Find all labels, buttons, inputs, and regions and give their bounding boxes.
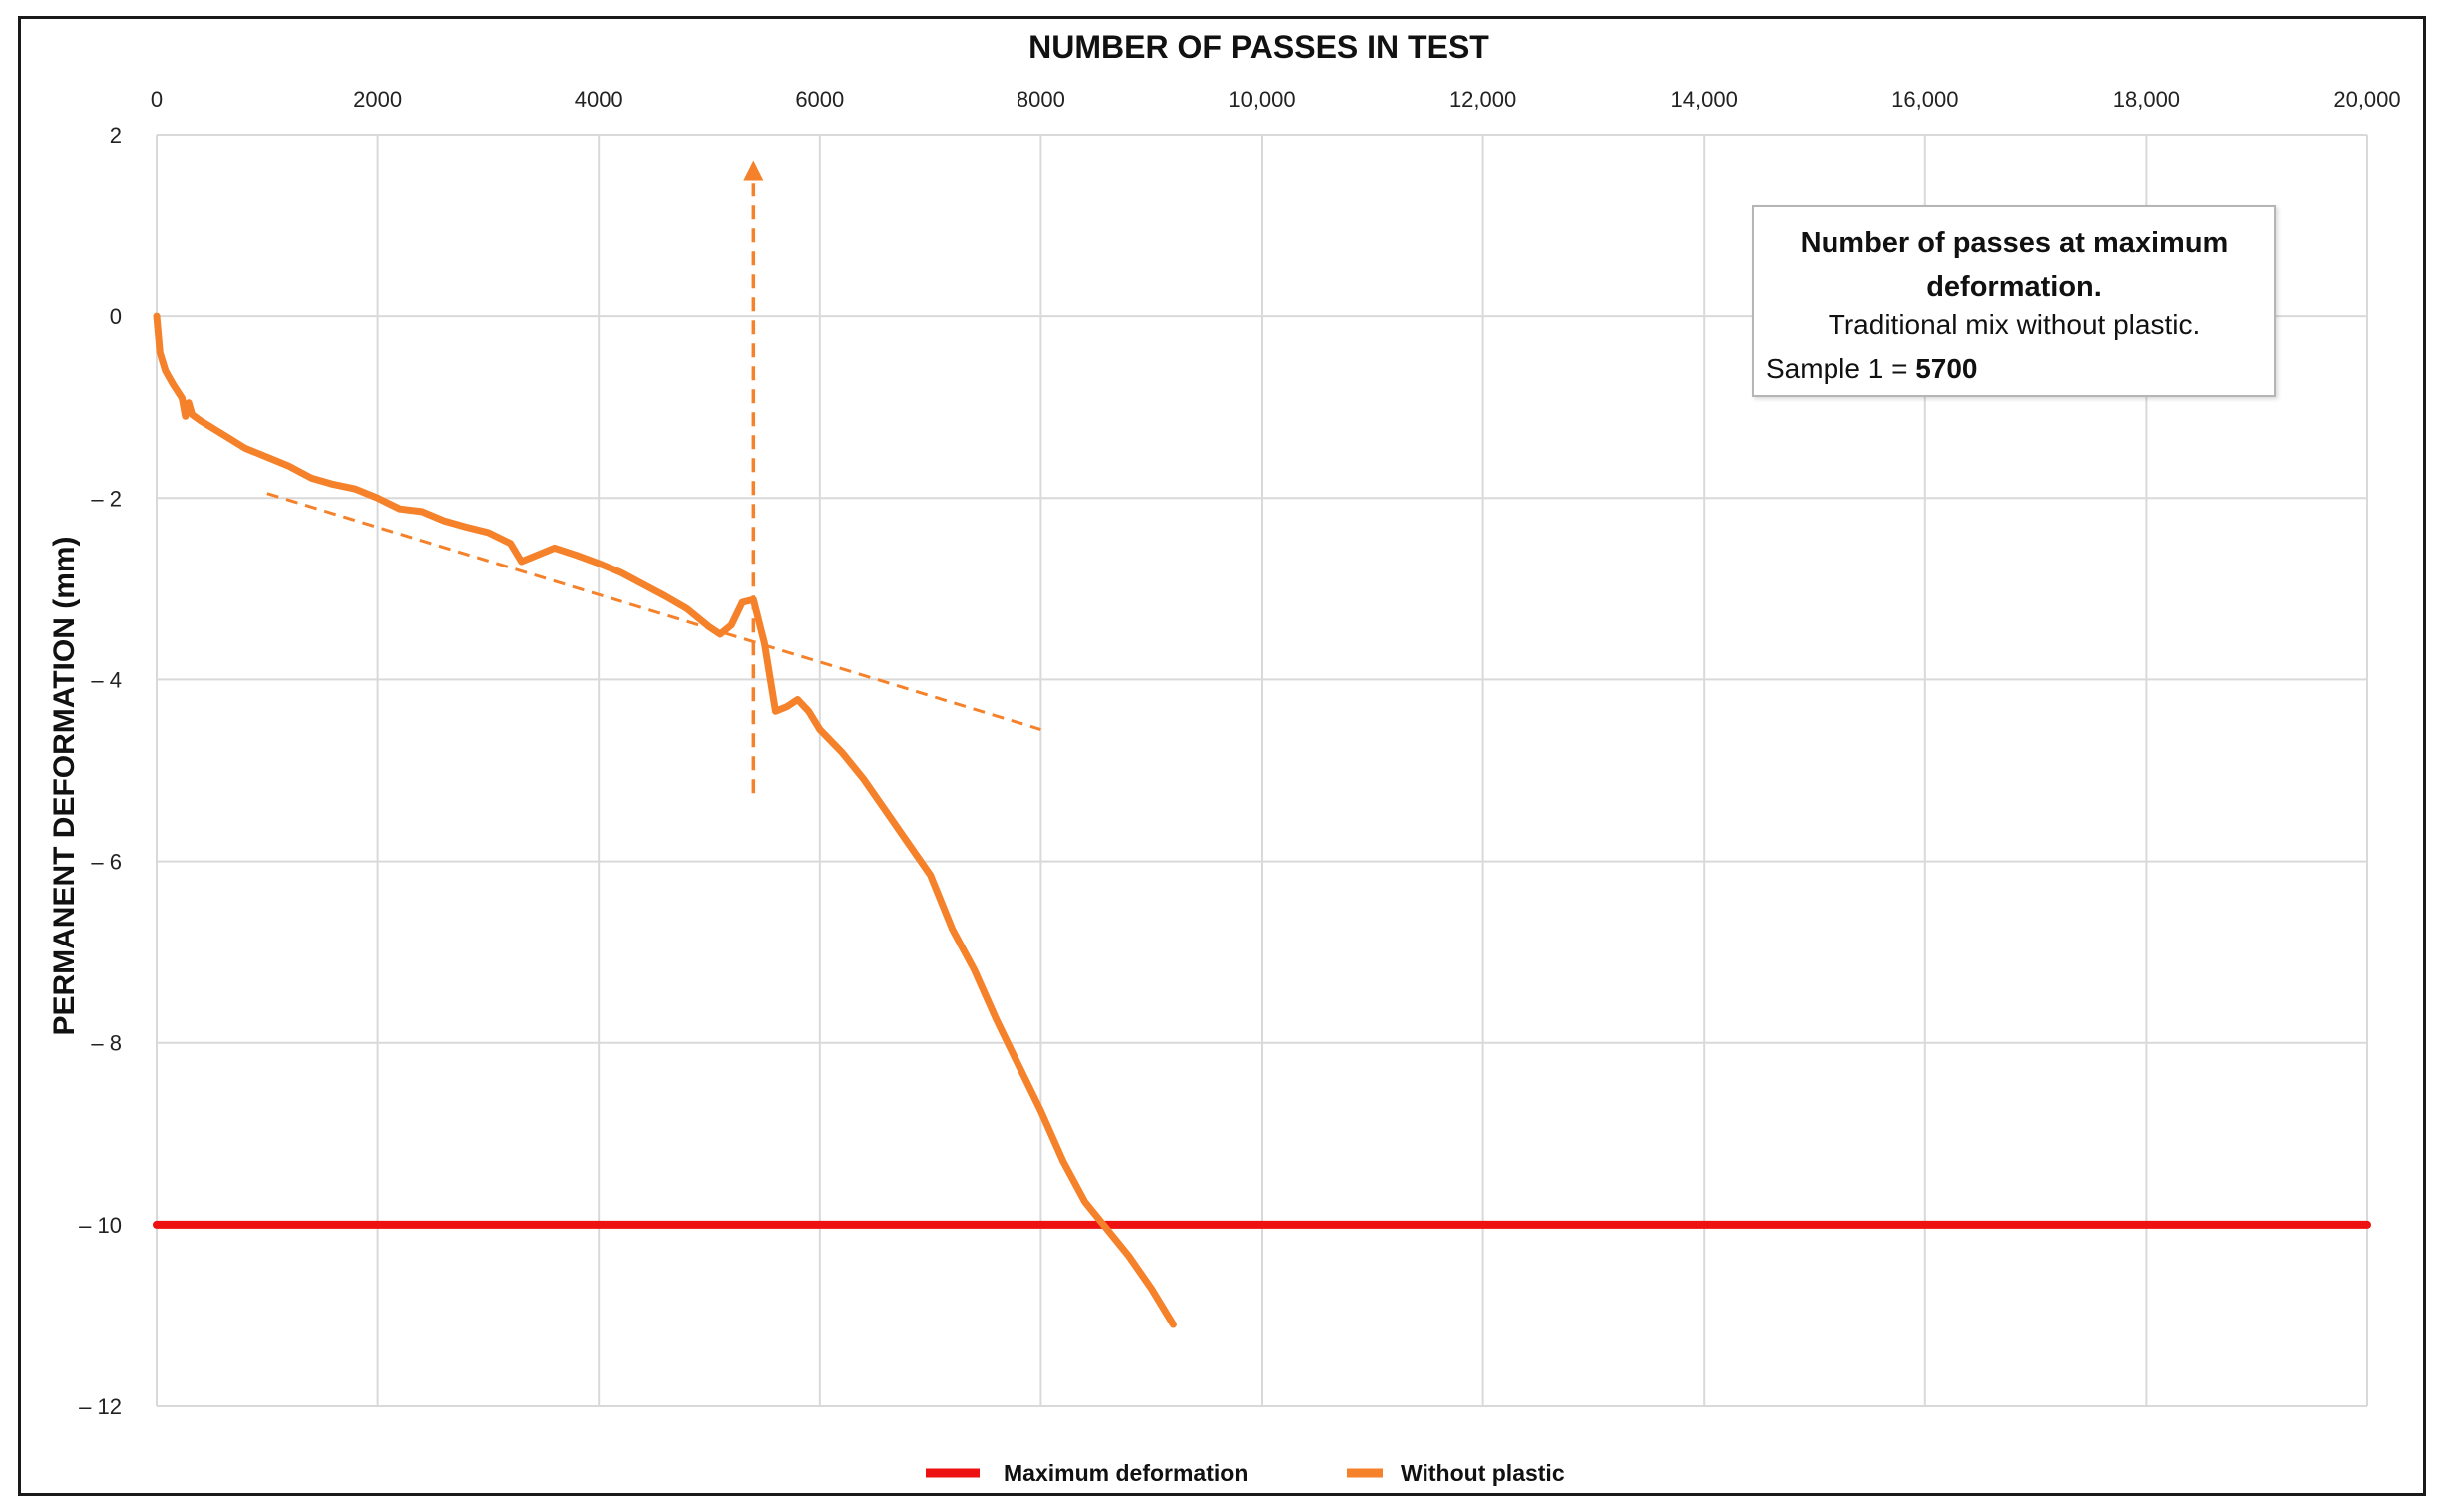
arrowhead-up: [743, 160, 764, 181]
note-sample-label: Sample 1 =: [1766, 353, 1916, 384]
x-tick-label: 0: [151, 87, 163, 112]
legend-label-maximum-deformation: Maximum deformation: [1004, 1460, 1248, 1486]
annotations: [266, 160, 1041, 794]
note-sample-line: Sample 1 = 5700: [1766, 353, 1978, 385]
x-tick-label: 4000: [575, 87, 623, 112]
x-tick-label: 6000: [795, 87, 844, 112]
y-tick-label: – 4: [91, 667, 122, 692]
y-tick-label: 2: [110, 123, 122, 148]
annotation-note-box: Number of passes at maximum deformation.…: [1752, 205, 2276, 397]
note-mix-description: Traditional mix without plastic.: [1828, 309, 2201, 340]
x-tick-label: 12,000: [1449, 87, 1516, 112]
y-tick-label: 0: [110, 304, 122, 329]
x-tick-label: 8000: [1017, 87, 1065, 112]
without-plastic-line: [153, 312, 1177, 1328]
y-axis-title: PERMANENT DEFORMATION (mm): [48, 536, 81, 1035]
legend: Maximum deformation Without plastic: [926, 1460, 1565, 1486]
x-tick-label: 16,000: [1891, 87, 1958, 112]
series: [153, 312, 2371, 1328]
dashed-trend-line: [266, 492, 1041, 731]
x-tick-label: 2000: [353, 87, 402, 112]
x-tick-label: 18,000: [2113, 87, 2180, 112]
note-title: Number of passes at maximum deformation.: [1800, 227, 2229, 303]
y-tick-label: – 8: [91, 1031, 122, 1056]
x-tick-label: 10,000: [1228, 87, 1295, 112]
chart-frame: [18, 16, 2426, 1496]
y-tick-label: – 10: [79, 1213, 122, 1238]
x-axis-title: NUMBER OF PASSES IN TEST: [1028, 29, 1489, 65]
y-tick-label: – 12: [79, 1394, 122, 1419]
y-tick-labels: 2 0 – 2 – 4 – 6 – 8 – 10 – 12: [79, 123, 122, 1419]
grid: [156, 134, 2368, 1407]
legend-label-without-plastic: Without plastic: [1401, 1460, 1565, 1486]
x-tick-labels: 0 2000 4000 6000 8000 10,000 12,000 14,000 16,00…: [151, 87, 2401, 112]
x-tick-label: 20,000: [2333, 87, 2400, 112]
y-tick-label: – 2: [91, 486, 122, 511]
y-tick-label: – 6: [91, 850, 122, 875]
x-tick-label: 14,000: [1671, 87, 1738, 112]
note-sample-value: 5700: [1915, 353, 1978, 384]
